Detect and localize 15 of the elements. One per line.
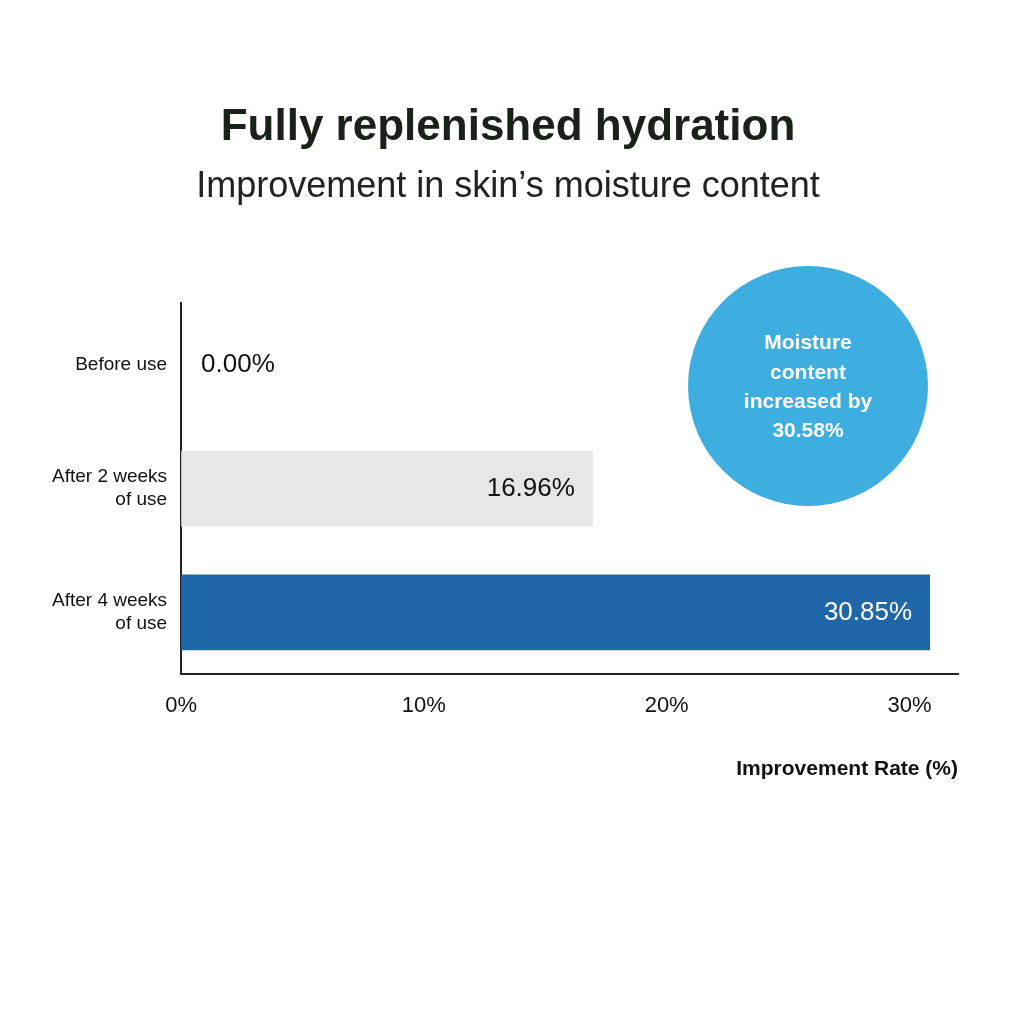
annotation: Moisture content increased by 30.58%	[742, 329, 874, 444]
chart-subtitle: Improvement in skin’s moisture content	[195, 164, 821, 206]
y-tick-label: After 2 weeks of use	[51, 465, 168, 510]
x-tick-label: 0%	[165, 691, 197, 717]
y-tick-label: After 4 weeks of use	[51, 589, 168, 634]
data-label: 0.00%	[201, 347, 275, 378]
x-axis-title: Improvement Rate (%)	[736, 756, 958, 780]
x-tick-label: 30%	[887, 691, 932, 717]
data-label: 30.85%	[823, 595, 913, 626]
chart-title: Fully replenished hydration	[219, 100, 797, 150]
x-tick-label: 20%	[644, 691, 689, 717]
y-tick-label: Before use	[75, 352, 168, 374]
circle-badge: Moisture content increased by 30.58%	[688, 266, 928, 506]
data-label: 16.96%	[486, 471, 575, 502]
x-tick-label: 10%	[401, 691, 446, 717]
